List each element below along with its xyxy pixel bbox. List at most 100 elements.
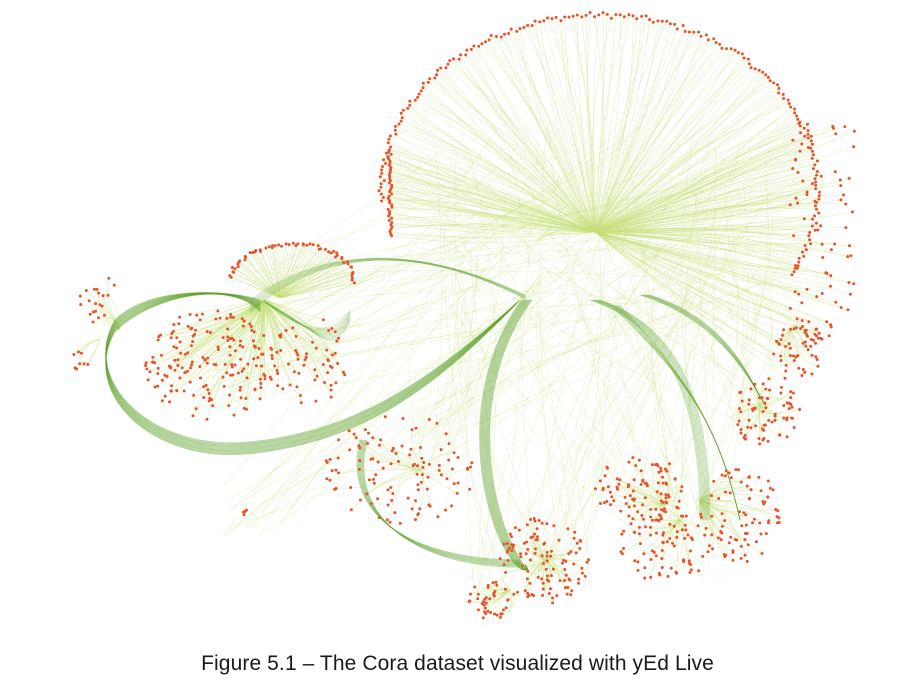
fan-edge [594, 231, 851, 256]
graph-node [305, 243, 309, 247]
graph-node [545, 578, 549, 582]
lower-edge-bundle [361, 439, 521, 566]
graph-node [545, 554, 549, 558]
graph-node [95, 287, 99, 291]
graph-node [242, 513, 246, 517]
graph-node [198, 318, 202, 322]
graph-node [388, 159, 392, 163]
graph-node [789, 396, 793, 400]
graph-node [563, 15, 567, 19]
graph-node [170, 384, 174, 388]
graph-node [410, 428, 414, 432]
graph-node [743, 553, 747, 557]
graph-node [817, 197, 821, 201]
graph-node [839, 198, 843, 202]
graph-node [530, 24, 534, 27]
inter-cluster-edge [414, 222, 603, 451]
graph-node [797, 366, 801, 370]
cluster-edge [664, 504, 677, 508]
graph-node [457, 57, 461, 61]
graph-node [239, 339, 242, 343]
inter-cluster-edge [224, 230, 498, 397]
graph-node [350, 274, 354, 278]
graph-node [427, 418, 431, 421]
graph-node [218, 316, 222, 320]
graph-node [524, 552, 528, 556]
graph-node [421, 81, 425, 85]
graph-node [809, 338, 813, 341]
graph-node [544, 567, 548, 571]
graph-node [393, 124, 397, 128]
inter-cluster-edge [244, 136, 630, 498]
graph-node [367, 478, 371, 482]
graph-node [779, 354, 783, 358]
graph-node [222, 384, 226, 388]
graph-node [843, 125, 847, 129]
graph-node [660, 517, 663, 521]
main-edge-bundle [105, 293, 512, 453]
graph-node [86, 363, 90, 366]
fan-edge [594, 231, 793, 276]
graph-node [710, 494, 713, 498]
inter-cluster-edge [251, 261, 683, 510]
graph-node [739, 410, 743, 414]
cluster-edge [264, 299, 337, 342]
graph-node [389, 168, 392, 172]
graph-node [494, 35, 498, 38]
fan-edge [594, 164, 815, 233]
fan-edge [594, 168, 793, 233]
graph-node [489, 33, 493, 37]
graph-node [287, 243, 291, 247]
graph-node [633, 497, 637, 501]
graph-node [233, 267, 237, 271]
graph-node [815, 173, 818, 177]
left-to-fan-bundle [249, 259, 526, 314]
graph-node [437, 468, 441, 472]
graph-node [759, 489, 763, 493]
graph-node [598, 479, 602, 483]
cluster-edge [389, 469, 421, 523]
graph-node [180, 366, 184, 370]
graph-node [406, 496, 410, 500]
right-edge-bundle [599, 299, 711, 521]
graph-node [480, 42, 484, 46]
inter-cluster-edge [420, 284, 708, 423]
fan-edge [409, 105, 596, 233]
graph-node [802, 126, 806, 130]
inter-cluster-edge [681, 215, 731, 575]
cluster-edge [699, 477, 732, 501]
graph-node [638, 532, 641, 536]
graph-node [559, 19, 563, 23]
graph-node [231, 315, 235, 319]
graph-node [535, 527, 539, 531]
graph-node [706, 38, 710, 42]
graph-node [330, 327, 334, 330]
graph-node [803, 244, 807, 248]
graph-node [760, 396, 764, 400]
graph-node [742, 56, 746, 60]
cluster-edge [279, 243, 299, 299]
fan-edge [594, 188, 816, 233]
graph-node [696, 524, 700, 528]
graph-node [680, 485, 684, 489]
graph-node [796, 201, 800, 205]
graph-node [467, 600, 471, 604]
graph-node [78, 294, 82, 298]
graph-node [244, 255, 248, 259]
graph-node [88, 312, 92, 316]
graph-node [639, 483, 643, 486]
cluster-edge [508, 589, 515, 600]
graph-node [803, 134, 807, 138]
graph-node [244, 397, 248, 400]
graph-node [662, 531, 666, 535]
graph-node [186, 324, 190, 328]
graph-node [528, 581, 532, 585]
graph-node [494, 580, 498, 584]
graph-node [794, 196, 798, 200]
graph-node [805, 287, 809, 291]
graph-node [768, 486, 772, 490]
graph-node [506, 549, 510, 553]
graph-node [720, 46, 724, 50]
graph-node [382, 179, 386, 182]
fan-edge [594, 218, 805, 233]
